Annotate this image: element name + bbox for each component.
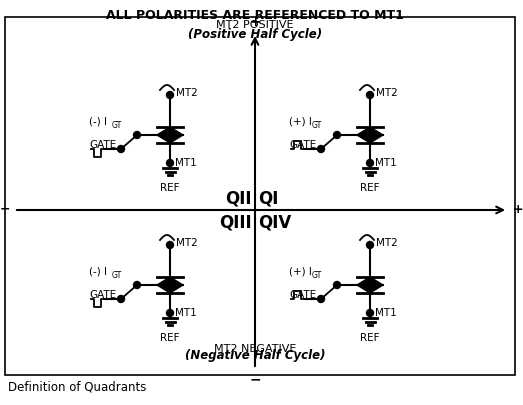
Text: REF: REF <box>160 333 180 343</box>
Text: GT: GT <box>112 121 122 130</box>
Text: ALL POLARITIES ARE REFERENCED TO MT1: ALL POLARITIES ARE REFERENCED TO MT1 <box>106 9 404 22</box>
Circle shape <box>367 92 373 98</box>
Circle shape <box>317 145 324 153</box>
Circle shape <box>118 145 124 153</box>
Text: MT1: MT1 <box>175 158 197 168</box>
Text: REF: REF <box>360 333 380 343</box>
Polygon shape <box>157 277 183 285</box>
Polygon shape <box>357 135 383 143</box>
Text: QIII: QIII <box>219 213 252 231</box>
Polygon shape <box>357 127 383 135</box>
Text: REF: REF <box>360 183 380 193</box>
Polygon shape <box>357 277 383 285</box>
Text: REF: REF <box>160 183 180 193</box>
Text: QII: QII <box>225 189 252 207</box>
Circle shape <box>118 296 124 303</box>
Polygon shape <box>157 127 183 135</box>
Text: GT: GT <box>112 271 122 280</box>
Text: GT: GT <box>312 271 322 280</box>
Circle shape <box>133 132 141 139</box>
Text: MT1: MT1 <box>375 308 397 318</box>
Text: (+) I: (+) I <box>289 267 312 277</box>
Text: $\mathbf{+\ I_{GT}}$: $\mathbf{+\ I_{GT}}$ <box>512 202 523 217</box>
FancyBboxPatch shape <box>5 17 515 375</box>
Circle shape <box>133 281 141 288</box>
Text: MT2: MT2 <box>376 238 398 248</box>
Text: GT: GT <box>312 121 322 130</box>
Text: MT2 NEGATIVE: MT2 NEGATIVE <box>214 344 296 354</box>
Text: MT2 POSITIVE: MT2 POSITIVE <box>216 20 294 30</box>
Polygon shape <box>157 135 183 143</box>
Text: (-) I: (-) I <box>89 117 107 127</box>
Text: MT2: MT2 <box>176 238 198 248</box>
Text: QI: QI <box>258 189 278 207</box>
Text: GATE: GATE <box>89 140 116 150</box>
Text: (+) I: (+) I <box>289 117 312 127</box>
Text: Definition of Quadrants: Definition of Quadrants <box>8 381 146 394</box>
Text: (-) I: (-) I <box>89 267 107 277</box>
Circle shape <box>367 241 373 249</box>
Text: MT2: MT2 <box>176 88 198 98</box>
Text: (Positive Half Cycle): (Positive Half Cycle) <box>188 28 322 41</box>
Circle shape <box>367 309 373 316</box>
Polygon shape <box>357 285 383 293</box>
Text: −: − <box>249 372 261 386</box>
Text: MT1: MT1 <box>375 158 397 168</box>
Circle shape <box>166 160 174 166</box>
Polygon shape <box>157 285 183 293</box>
Text: QIV: QIV <box>258 213 291 231</box>
Text: GATE: GATE <box>289 290 316 300</box>
Text: $\mathbf{I_{GT}\ -}$: $\mathbf{I_{GT}\ -}$ <box>0 202 11 217</box>
Circle shape <box>317 296 324 303</box>
Circle shape <box>334 281 340 288</box>
Circle shape <box>367 160 373 166</box>
Text: GATE: GATE <box>89 290 116 300</box>
Text: (Negative Half Cycle): (Negative Half Cycle) <box>185 349 325 362</box>
Circle shape <box>166 309 174 316</box>
Circle shape <box>334 132 340 139</box>
Text: +: + <box>249 15 261 29</box>
Circle shape <box>166 241 174 249</box>
Text: MT1: MT1 <box>175 308 197 318</box>
Circle shape <box>166 92 174 98</box>
Text: MT2: MT2 <box>376 88 398 98</box>
Text: GATE: GATE <box>289 140 316 150</box>
